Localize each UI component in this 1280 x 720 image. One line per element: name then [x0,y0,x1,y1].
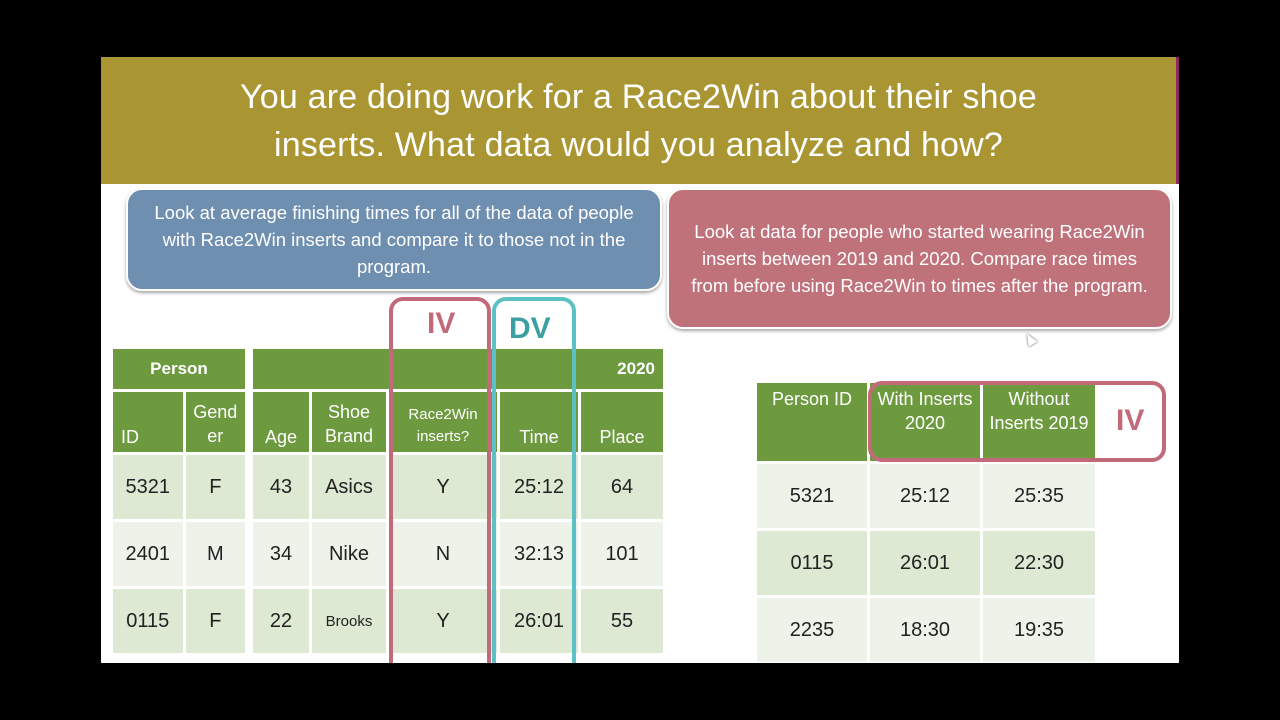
table-row: 0115 26:01 22:30 [757,531,1095,595]
cell-id: 2401 [113,522,183,586]
table-row: 5321 F 43 Asics Y 25:12 64 [113,455,663,519]
cell-brand: Asics [312,455,386,519]
table-row: 0115 F 22 Brooks Y 26:01 55 [113,589,663,653]
cell-brand: Nike [312,522,386,586]
callout-before-after: Look at data for people who started wear… [667,188,1172,329]
cell-with: 26:01 [870,531,980,595]
header-inserts: Race2Win inserts? [389,392,497,452]
iv-label-right: IV [1116,404,1145,437]
dv-highlight-frame [492,297,576,663]
cell-time: 32:13 [500,522,578,586]
cell-without: 22:30 [983,531,1095,595]
header-place: Place [581,392,663,452]
callout-before-after-text: Look at data for people who started wear… [691,221,1148,296]
header-person-id: Person ID [757,383,867,461]
table-row: 2401 M 34 Nike N 32:13 101 [113,522,663,586]
cell-gender: M [185,522,245,586]
cell-age: 22 [253,589,309,653]
slide: You are doing work for a Race2Win about … [101,57,1179,663]
cell-person-id: 5321 [757,464,867,528]
cell-person-id: 2235 [757,598,867,662]
title-line-2: inserts. What data would you analyze and… [273,125,1004,164]
header-without-inserts: Without Inserts 2019 [983,383,1095,461]
cell-id: 0115 [113,589,183,653]
cell-time: 25:12 [500,455,578,519]
header-group-person: Person [113,349,245,389]
header-group-year: 2020 [253,349,663,389]
cell-age: 43 [253,455,309,519]
header-shoe-brand: Shoe Brand [312,392,386,452]
callout-average-times-text: Look at average finishing times for all … [154,202,634,277]
cell-person-id: 0115 [757,531,867,595]
before-after-table: Person ID With Inserts 2020 Without Inse… [754,380,1098,663]
title-line-1: You are doing work for a Race2Win about … [240,77,1037,116]
iv-highlight-frame-right [868,381,1166,462]
cell-with: 18:30 [870,598,980,662]
iv-label: IV [427,307,456,340]
cell-brand: Brooks [312,589,386,653]
dv-label: DV [509,312,551,345]
cell-without: 25:35 [983,464,1095,528]
header-with-inserts: With Inserts 2020 [870,383,980,461]
cell-inserts: N [389,522,497,586]
cell-inserts: Y [389,455,497,519]
race-results-table: Person 2020 ID Gend er Age Shoe Brand Ra… [110,346,666,656]
cell-age: 34 [253,522,309,586]
table-row: 5321 25:12 25:35 [757,464,1095,528]
cell-gender: F [185,455,245,519]
iv-highlight-frame [389,297,491,663]
cell-id: 5321 [113,455,183,519]
cell-place: 64 [581,455,663,519]
cell-place: 55 [581,589,663,653]
cell-time: 26:01 [500,589,578,653]
cell-inserts: Y [389,589,497,653]
cell-with: 25:12 [870,464,980,528]
callout-average-times: Look at average finishing times for all … [126,188,662,291]
header-time: Time [500,392,578,452]
header-gender: Gend er [185,392,245,452]
cell-place: 101 [581,522,663,586]
slide-title: You are doing work for a Race2Win about … [101,57,1179,184]
cell-gender: F [185,589,245,653]
table-row: 2235 18:30 19:35 [757,598,1095,662]
header-id: ID [113,392,183,452]
mouse-cursor-icon [1022,331,1038,347]
header-age: Age [253,392,309,452]
cell-without: 19:35 [983,598,1095,662]
